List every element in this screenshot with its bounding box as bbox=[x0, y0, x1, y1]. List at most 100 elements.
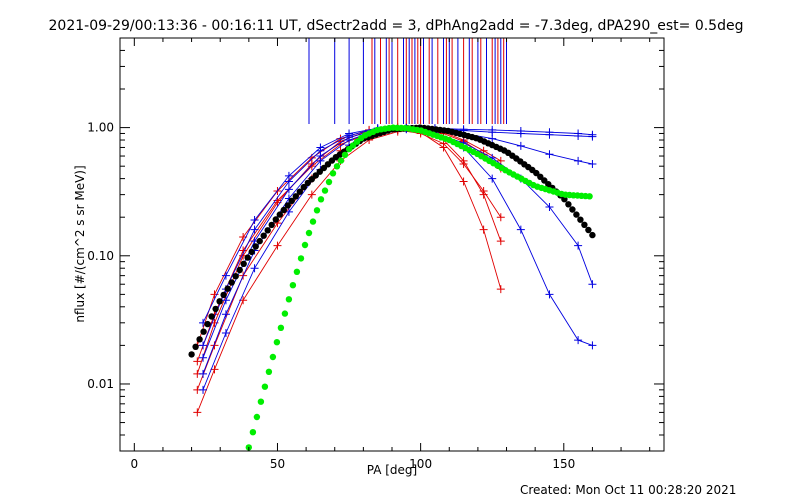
reference-dot-black-22 bbox=[276, 211, 283, 218]
reference-dot-green-19 bbox=[321, 187, 329, 194]
reference-dot-black-7 bbox=[216, 298, 223, 305]
y-tick-label-1: 0.10 bbox=[87, 249, 114, 263]
y-axis-label: nflux [#/(cm^2 s sr MeV)] bbox=[73, 165, 87, 322]
reference-dot-green-15 bbox=[305, 229, 313, 237]
data-point-blue-3-12 bbox=[545, 128, 554, 137]
reference-dot-black-96 bbox=[573, 211, 580, 218]
series-line-blue-3 bbox=[202, 127, 593, 323]
reference-dot-black-8 bbox=[220, 291, 227, 299]
reference-dot-black-3 bbox=[200, 328, 207, 335]
data-point-blue-4-13 bbox=[574, 336, 583, 345]
reference-dot-black-14 bbox=[244, 254, 251, 261]
reference-dot-green-24 bbox=[341, 151, 349, 158]
data-point-blue-3-2 bbox=[250, 216, 259, 225]
reference-dot-green-10 bbox=[285, 296, 293, 303]
data-point-blue-3-13 bbox=[574, 129, 583, 138]
reference-dot-green-1 bbox=[249, 429, 257, 436]
reference-dot-green-2 bbox=[253, 413, 261, 421]
data-point-blue-0-2 bbox=[250, 225, 259, 234]
data-point-red-4-10 bbox=[459, 160, 468, 169]
data-point-red-3-12 bbox=[496, 156, 505, 165]
reference-dot-black-94 bbox=[565, 201, 572, 208]
reference-dot-black-21 bbox=[272, 216, 279, 223]
data-point-blue-2-14 bbox=[588, 280, 597, 289]
reference-dot-green-21 bbox=[329, 170, 337, 177]
data-point-blue-4-5 bbox=[345, 133, 354, 142]
reference-dot-green-14 bbox=[301, 241, 309, 249]
reference-dot-black-28 bbox=[300, 183, 307, 191]
data-point-red-2-1 bbox=[210, 365, 219, 374]
data-point-blue-1-0 bbox=[199, 369, 208, 378]
data-point-blue-2-13 bbox=[574, 241, 583, 250]
data-point-blue-3-14 bbox=[588, 130, 597, 139]
reference-dot-black-9 bbox=[224, 285, 231, 292]
y-tick-label-0: 0.01 bbox=[87, 377, 114, 391]
reference-dot-black-11 bbox=[232, 273, 239, 280]
reference-dot-black-6 bbox=[212, 305, 219, 313]
reference-dot-black-95 bbox=[569, 206, 576, 213]
reference-dot-green-7 bbox=[273, 339, 281, 346]
data-point-red-0-11 bbox=[479, 225, 488, 234]
data-point-red-4-4 bbox=[307, 162, 316, 171]
x-tick-label-2: 100 bbox=[409, 457, 432, 471]
series-line-red-2 bbox=[196, 129, 502, 413]
reference-dot-green-3 bbox=[257, 398, 265, 405]
reference-dot-black-15 bbox=[248, 248, 255, 256]
data-point-blue-3-11 bbox=[516, 127, 525, 136]
reference-dot-green-11 bbox=[289, 282, 297, 289]
reference-dot-black-23 bbox=[280, 206, 287, 214]
reference-dot-green-6 bbox=[269, 353, 277, 361]
x-tick-label-0: 0 bbox=[130, 457, 138, 471]
reference-dot-black-25 bbox=[288, 197, 295, 204]
x-tick-label-1: 50 bbox=[270, 457, 285, 471]
reference-dot-black-4 bbox=[204, 320, 211, 328]
reference-dot-green-22 bbox=[333, 163, 341, 170]
reference-dot-black-13 bbox=[240, 260, 247, 267]
reference-dot-green-4 bbox=[261, 383, 269, 390]
reference-dot-black-1 bbox=[192, 343, 199, 350]
reference-dot-black-97 bbox=[577, 216, 584, 223]
reference-dot-black-32 bbox=[316, 168, 323, 175]
data-point-red-4-12 bbox=[496, 213, 505, 222]
series-line-red-4 bbox=[196, 129, 502, 362]
data-point-blue-4-3 bbox=[284, 185, 293, 194]
data-point-blue-4-0 bbox=[199, 353, 208, 362]
reference-dot-green-12 bbox=[293, 268, 301, 275]
reference-dot-black-5 bbox=[208, 313, 215, 320]
data-point-blue-4-14 bbox=[588, 341, 597, 350]
data-point-blue-1-1 bbox=[221, 310, 230, 319]
y-axis: 0.01 0.10 1.00 bbox=[87, 37, 664, 452]
data-point-blue-2-1 bbox=[221, 328, 230, 337]
data-point-red-1-1 bbox=[210, 341, 219, 350]
reference-dot-black-20 bbox=[268, 221, 275, 229]
data-point-red-1-12 bbox=[496, 237, 505, 246]
series-line-blue-1 bbox=[202, 127, 593, 374]
data-point-blue-1-12 bbox=[545, 150, 554, 159]
data-point-blue-3-4 bbox=[316, 143, 325, 152]
data-point-blue-1-10 bbox=[488, 134, 497, 143]
data-point-red-0-12 bbox=[496, 285, 505, 294]
data-point-red-2-3 bbox=[273, 241, 282, 250]
data-point-red-4-11 bbox=[479, 187, 488, 196]
x-axis: 0 50 100 150 bbox=[130, 38, 651, 471]
reference-dot-black-24 bbox=[284, 202, 291, 209]
data-point-red-0-10 bbox=[459, 177, 468, 186]
reference-dot-green-18 bbox=[317, 196, 325, 203]
data-point-blue-4-10 bbox=[488, 174, 497, 183]
reference-dot-green-5 bbox=[265, 368, 273, 375]
data-point-blue-4-1 bbox=[221, 296, 230, 305]
reference-dot-black-26 bbox=[292, 193, 299, 200]
reference-dot-black-2 bbox=[196, 336, 203, 343]
data-point-blue-3-1 bbox=[221, 271, 230, 280]
reference-dot-black-30 bbox=[308, 176, 315, 183]
reference-dot-green-9 bbox=[281, 310, 289, 317]
reference-dot-black-98 bbox=[581, 221, 588, 228]
x-tick-label-3: 150 bbox=[552, 457, 575, 471]
data-point-blue-2-12 bbox=[545, 203, 554, 212]
data-point-blue-4-4 bbox=[316, 152, 325, 161]
reference-dot-black-12 bbox=[236, 266, 243, 274]
data-point-blue-4-12 bbox=[545, 290, 554, 299]
reference-dot-green-13 bbox=[297, 255, 305, 262]
x-axis-label: PA [deg] bbox=[367, 463, 417, 477]
